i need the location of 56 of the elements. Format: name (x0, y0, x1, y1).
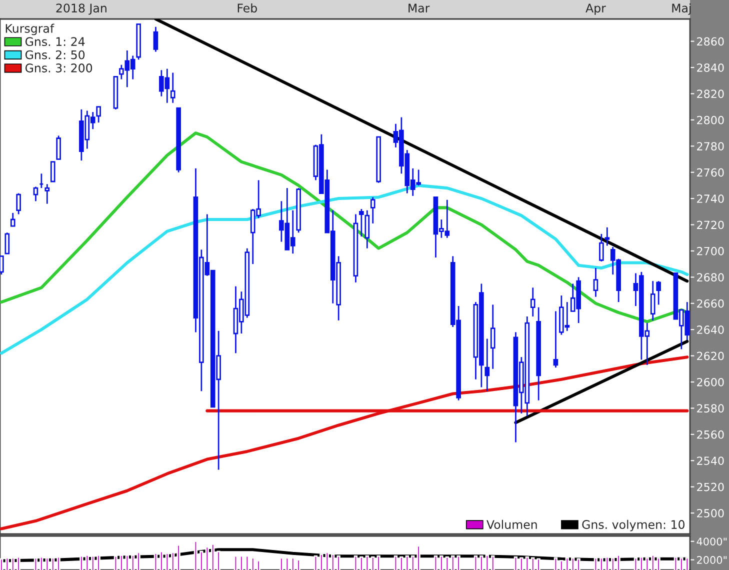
candlestick (484, 338, 490, 392)
y-tick-label: 2700 (697, 246, 724, 256)
candlestick (370, 196, 376, 224)
y-tick-label: 2580 (697, 404, 724, 413)
candlestick (4, 232, 10, 254)
candlestick (96, 106, 101, 124)
candlestick (33, 186, 38, 202)
candlestick (153, 26, 158, 52)
legend-label: Gns. 2: 50 (25, 50, 85, 60)
candlestick (56, 134, 61, 160)
y-tick-label: 2520 (697, 482, 724, 492)
candlestick (44, 183, 50, 204)
y-tick-label: 2540 (697, 456, 724, 465)
candlestick (170, 72, 176, 104)
legend-title: Kursgraf (6, 24, 54, 36)
candlestick (604, 226, 610, 246)
candlestick (16, 192, 21, 215)
y-tick-label: 2640 (697, 326, 724, 334)
y-tick-label: 2620 (697, 352, 724, 360)
y-tick-label: 2800 (697, 116, 724, 124)
legend-label: Gns. 1: 24 (25, 37, 85, 46)
candlestick (593, 267, 598, 298)
candlestick (50, 161, 56, 182)
legend-label: Gns. 3: 200 (25, 64, 92, 72)
line-series (0, 356, 689, 530)
y-tick-label: 2860 (697, 37, 724, 46)
y-tick-label: 2560 (697, 430, 724, 439)
x-tick-label: Apr (586, 4, 606, 15)
y-tick-label: 2500 (697, 509, 724, 518)
y-tick-label: 2000" (697, 556, 727, 564)
y-tick-label: 2660 (697, 299, 724, 308)
x-tick-label: 2018 Jan (56, 4, 106, 15)
y-tick-label: 2680 (697, 273, 724, 282)
y-tick-label: 2820 (697, 90, 724, 98)
y-tick-label: 2740 (697, 194, 724, 203)
candlestick (530, 286, 536, 318)
y-tick-label: 2600 (697, 378, 724, 386)
y-tick-label: 2760 (697, 168, 724, 177)
legend-label: Volumen (486, 520, 537, 529)
y-tick-label: 4000" (696, 538, 727, 546)
candlestick (656, 280, 661, 306)
candlestick (599, 233, 604, 262)
candlestick (650, 280, 656, 322)
x-tick-label: Maj (672, 3, 691, 15)
y-tick-label: 2720 (697, 220, 724, 230)
candlestick (490, 304, 496, 370)
candlestick (359, 208, 364, 238)
x-tick-label: Mar (408, 4, 430, 13)
candlestick (553, 310, 558, 368)
candlestick (10, 212, 16, 227)
y-tick-label: 2840 (697, 63, 724, 72)
legend-label: Gns. volymen: 10 (582, 520, 684, 532)
y-tick-label: 2780 (697, 142, 724, 150)
candlestick (364, 210, 370, 250)
line-series (0, 184, 689, 355)
x-tick-label: Feb (238, 3, 257, 13)
